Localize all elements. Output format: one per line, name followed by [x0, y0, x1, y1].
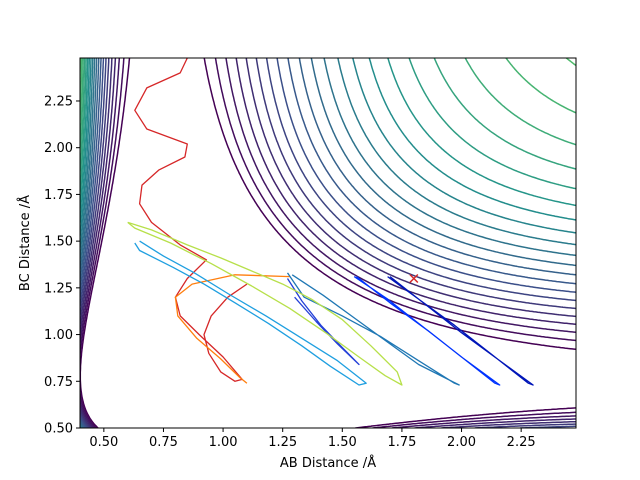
y-tick-label: 0.50	[44, 422, 73, 437]
trajectory-8	[127, 221, 403, 386]
x-tick-label: 1.00	[209, 435, 238, 450]
y-tick-label: 1.25	[44, 281, 73, 296]
x-tick-label: 2.25	[507, 435, 536, 450]
trajectory-4	[286, 272, 460, 386]
trajectory-6	[353, 276, 501, 386]
contour-level-18	[80, 58, 576, 153]
contour-level-10	[80, 58, 576, 428]
contour-level-16	[80, 58, 576, 195]
trajectory-2	[174, 274, 290, 384]
x-tick-label: 0.50	[89, 435, 118, 450]
contour-level-9	[80, 58, 576, 428]
plot-frame	[79, 57, 577, 429]
potential-energy-contours	[80, 58, 576, 428]
transition-state-marker	[409, 273, 419, 284]
y-tick-label: 1.75	[44, 188, 73, 203]
contour-level-5	[80, 58, 576, 428]
y-tick-label: 1.00	[44, 328, 73, 343]
x-tick-label: 1.25	[268, 435, 297, 450]
contour-level-19	[80, 58, 576, 123]
trajectory-7	[387, 276, 534, 386]
marker-group	[409, 273, 419, 284]
y-axis-ticks: 0.50 0.75 1.00 1.25 1.50 1.75 2.00 2.25	[44, 94, 80, 437]
x-tick-label: 0.75	[149, 435, 178, 450]
contour-level-15	[80, 58, 576, 212]
trajectory-1	[134, 58, 248, 382]
x-tick-label: 2.00	[447, 435, 476, 450]
trajectory-5	[286, 278, 360, 366]
contour-level-2	[80, 58, 576, 428]
contour-level-1	[80, 58, 576, 428]
trajectory-3	[134, 240, 367, 386]
contour-level-11	[80, 58, 576, 428]
contour-level-7	[80, 58, 576, 428]
contour-level-3	[80, 58, 576, 428]
y-axis-title: BC Distance /Å	[17, 195, 33, 291]
y-tick-label: 2.25	[44, 94, 73, 109]
x-axis-ticks: 0.50 0.75 1.00 1.25 1.50 1.75 2.00 2.25	[89, 428, 536, 450]
contour-level-6	[80, 58, 576, 428]
x-tick-label: 1.75	[387, 435, 416, 450]
y-tick-label: 1.50	[44, 235, 73, 250]
y-tick-label: 0.75	[44, 375, 73, 390]
y-tick-label: 2.00	[44, 141, 73, 156]
x-axis-title: AB Distance /Å	[280, 455, 376, 471]
x-tick-label: 1.50	[328, 435, 357, 450]
contour-level-4	[80, 58, 576, 428]
contour-level-8	[80, 58, 576, 428]
contour-level-0	[80, 58, 576, 428]
trajectory-group	[127, 58, 534, 386]
